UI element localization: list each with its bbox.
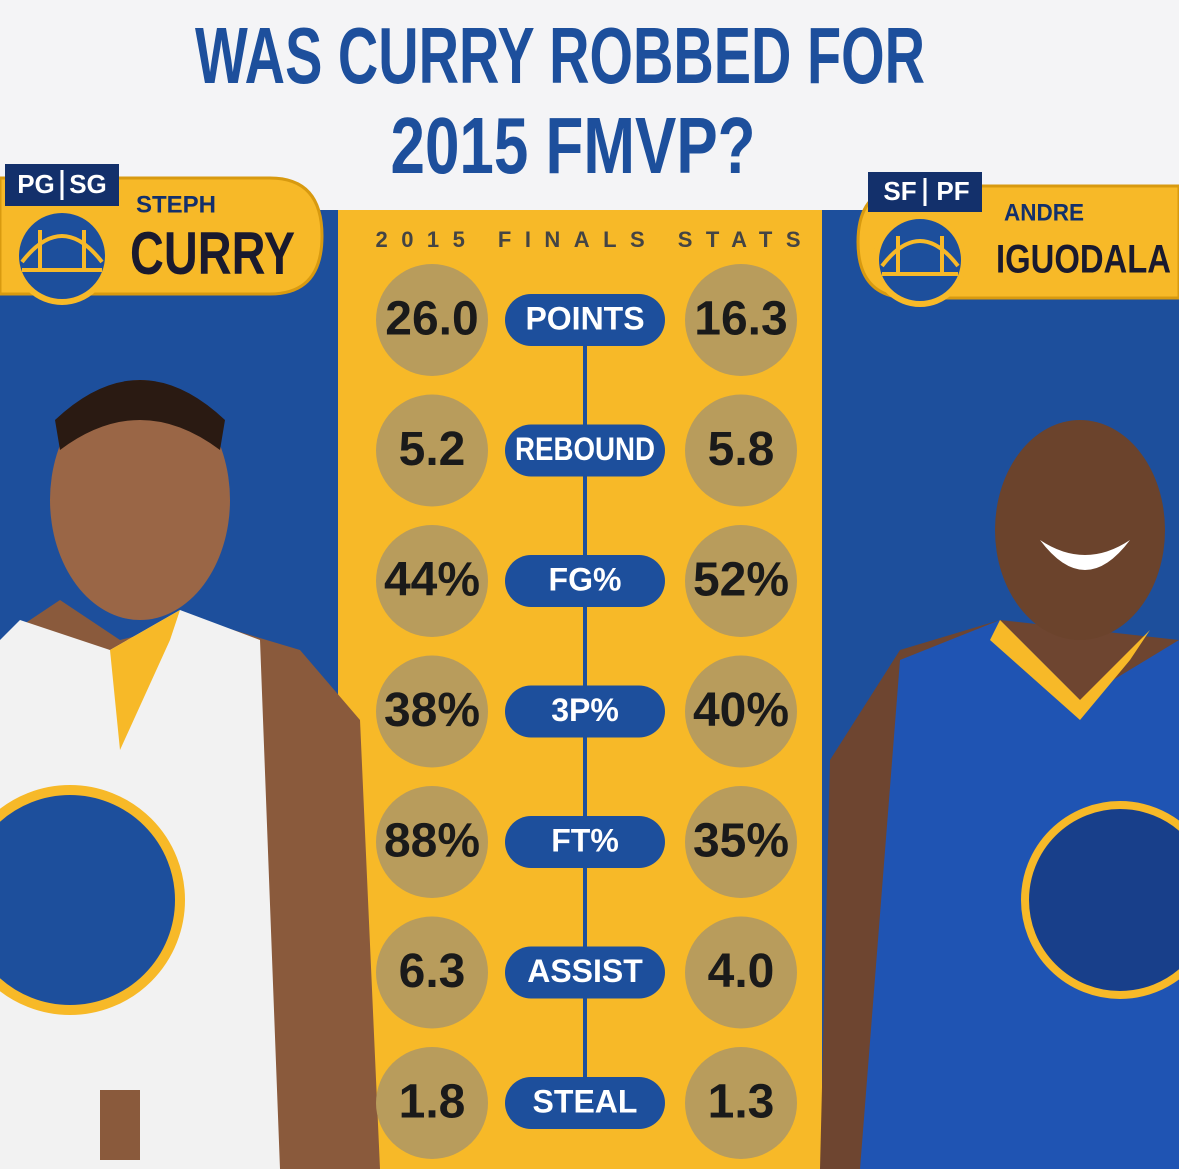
stat-value: 6.3 <box>399 945 466 998</box>
stat-label: STEAL <box>533 1083 638 1119</box>
stat-pill <box>505 685 665 738</box>
stat-circle <box>376 916 488 1029</box>
stat-value: 40% <box>693 684 789 737</box>
stat-circle <box>685 1047 797 1159</box>
first-name: STEPH <box>136 191 216 218</box>
stat-value: 1.8 <box>399 1076 466 1129</box>
stat-circle <box>376 786 488 898</box>
stat-value: 5.2 <box>399 423 466 476</box>
stat-value: 38% <box>384 684 480 737</box>
stat-value: 5.8 <box>708 423 775 476</box>
stat-value: 35% <box>693 815 789 868</box>
stat-circle <box>376 655 488 768</box>
position: SF <box>883 176 916 206</box>
stat-circle <box>685 525 797 637</box>
title-line: 2015 FMVP? <box>391 101 756 190</box>
stat-pill <box>505 946 665 999</box>
stat-circle <box>376 1047 488 1159</box>
left-player-photo <box>0 380 380 1169</box>
stat-circle <box>685 394 797 507</box>
stat-label: ASSIST <box>527 953 643 989</box>
stat-value: 16.3 <box>694 293 787 346</box>
stat-label: FT% <box>551 822 619 858</box>
stat-pill <box>505 424 665 477</box>
stat-pill <box>505 555 665 607</box>
title-line: WAS CURRY ROBBED FOR <box>195 11 925 100</box>
stat-circle <box>685 916 797 1029</box>
stat-pill <box>505 294 665 346</box>
stat-circle <box>376 525 488 637</box>
stat-label: FG% <box>549 561 622 597</box>
position: PF <box>936 176 969 206</box>
stat-value: 44% <box>384 554 480 607</box>
stat-label: 3P% <box>551 692 619 728</box>
last-name: CURRY <box>130 220 295 287</box>
first-name: ANDRE <box>1004 199 1084 226</box>
stat-pill <box>505 1077 665 1129</box>
stat-value: 1.3 <box>708 1076 775 1129</box>
stat-circle <box>685 786 797 898</box>
stat-value: 26.0 <box>385 293 478 346</box>
stat-value: 88% <box>384 815 480 868</box>
stat-pill <box>505 816 665 868</box>
stat-value: 4.0 <box>708 945 775 998</box>
stat-label: POINTS <box>525 300 644 336</box>
left-name-tag: PG SG STEPH CURRY <box>0 164 324 305</box>
stat-circle <box>685 655 797 768</box>
last-name: IGUODALA <box>996 238 1171 282</box>
stat-value: 52% <box>693 554 789 607</box>
position: PG <box>17 169 55 199</box>
right-player-photo <box>820 420 1179 1169</box>
stat-circle <box>376 264 488 376</box>
right-name-tag: SF PF ANDRE IGUODALA <box>856 172 1179 307</box>
position: SG <box>69 169 107 199</box>
stat-circle <box>376 394 488 507</box>
stat-circle <box>685 264 797 376</box>
stat-label: REBOUND <box>515 431 655 467</box>
stat-rows: 26.0 16.3 POINTS 5.2 5.8 REBOUND 44% 52% FG% 38% 4… <box>376 264 797 1159</box>
